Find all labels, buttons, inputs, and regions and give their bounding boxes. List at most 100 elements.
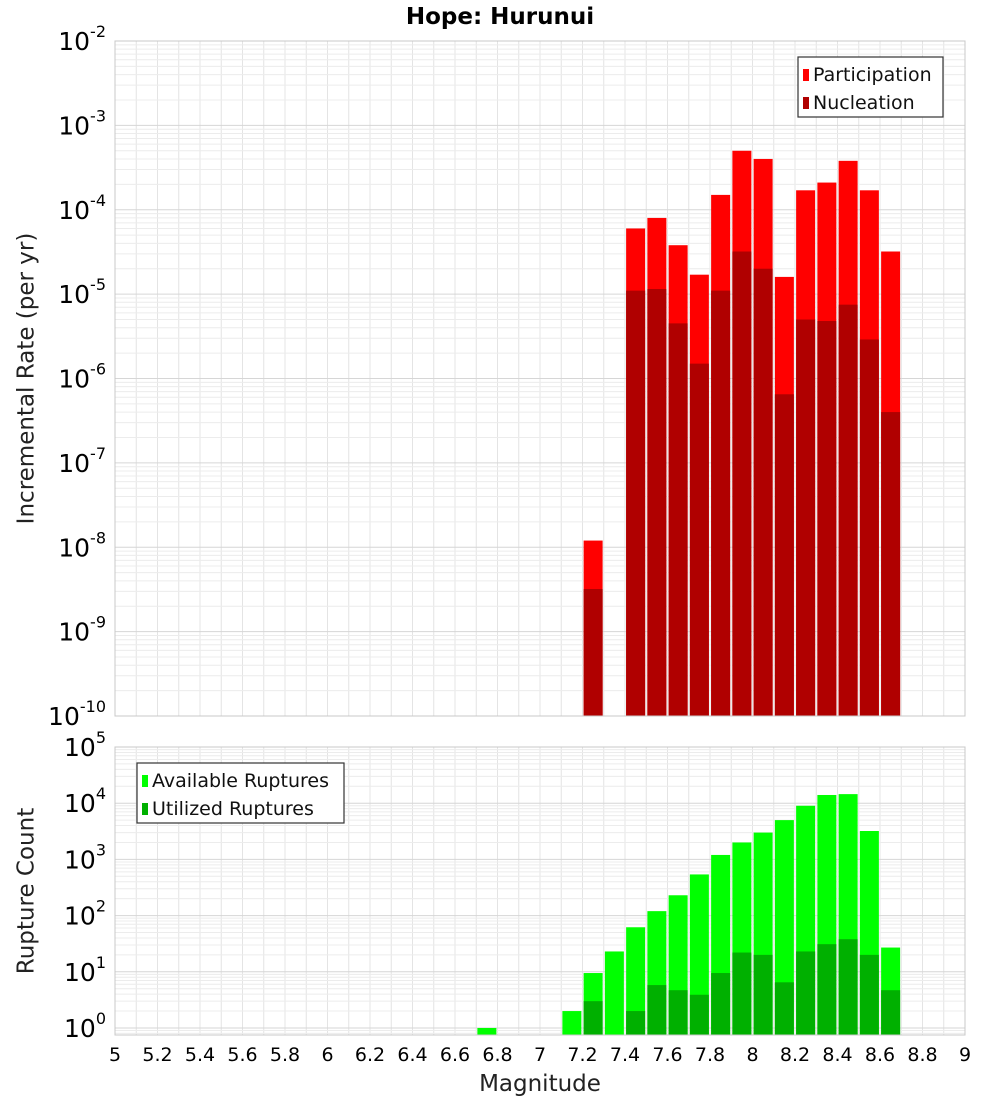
count-available-bar xyxy=(562,1011,582,1035)
y-tick-label: 10-4 xyxy=(58,191,106,225)
y-tick-base: 10 xyxy=(64,958,96,987)
count-utilized-bar xyxy=(668,990,688,1035)
x-tick-label: 7.6 xyxy=(652,1044,682,1066)
count-utilized-bar xyxy=(881,990,901,1035)
count-available-bar xyxy=(774,820,794,1035)
rate-nucleation-bar xyxy=(753,268,773,716)
legend-label: Nucleation xyxy=(813,92,915,114)
count-utilized-bar xyxy=(626,1011,646,1035)
legend-label: Participation xyxy=(813,64,932,86)
y-tick-label: 10-6 xyxy=(58,360,106,394)
plot-frame xyxy=(114,746,966,1036)
count-available-bar xyxy=(626,927,646,1035)
x-axis-label: Magnitude xyxy=(479,1071,601,1097)
y-tick-label: 10-9 xyxy=(58,613,106,647)
x-tick-label: 6.8 xyxy=(482,1044,512,1066)
y-tick-exponent: -5 xyxy=(90,275,106,294)
rate-nucleation-bar xyxy=(817,321,837,716)
x-tick-label: 8.2 xyxy=(780,1044,810,1066)
x-tick-label: 7.2 xyxy=(567,1044,597,1066)
x-tick-label: 7 xyxy=(534,1044,546,1066)
y-tick-label: 101 xyxy=(64,953,106,987)
x-tick-label: 6.2 xyxy=(355,1044,385,1066)
rate-nucleation-bar xyxy=(668,323,688,716)
y-tick-base: 10 xyxy=(58,449,90,478)
y-tick-label: 10-2 xyxy=(58,22,106,56)
y-tick-label: 104 xyxy=(64,784,106,818)
y-axis-label: Rupture Count xyxy=(14,808,40,974)
count-utilized-bar xyxy=(689,994,709,1035)
count-utilized-bar xyxy=(859,954,879,1035)
y-tick-base: 10 xyxy=(48,702,80,731)
y-tick-base: 10 xyxy=(58,196,90,225)
rate-nucleation-bar xyxy=(647,289,667,716)
legend-label: Utilized Ruptures xyxy=(152,798,314,820)
y-tick-exponent: 2 xyxy=(96,897,106,916)
x-tick-label: 7.8 xyxy=(695,1044,725,1066)
rate-nucleation-bar xyxy=(626,290,646,716)
x-tick-label: 6.4 xyxy=(397,1044,427,1066)
y-tick-exponent: -10 xyxy=(80,697,106,716)
y-tick-label: 10-3 xyxy=(58,106,106,140)
x-tick-label: 8.8 xyxy=(907,1044,937,1066)
y-tick-base: 10 xyxy=(64,733,96,762)
y-tick-label: 105 xyxy=(64,728,106,762)
legend-swatch-second xyxy=(803,97,809,109)
x-tick-label: 6.6 xyxy=(440,1044,470,1066)
y-tick-label: 10-5 xyxy=(58,275,106,309)
count-available-bar xyxy=(477,1027,497,1035)
legend-swatch-first xyxy=(142,775,148,787)
y-tick-exponent: 4 xyxy=(96,784,106,803)
x-tick-label: 8.6 xyxy=(865,1044,895,1066)
y-tick-label: 10-8 xyxy=(58,528,106,562)
x-tick-label: 8 xyxy=(746,1044,758,1066)
y-tick-base: 10 xyxy=(64,1014,96,1043)
count-utilized-bar xyxy=(732,952,752,1035)
chart-title: Hope: Hurunui xyxy=(406,4,594,30)
rate-nucleation-bar xyxy=(774,394,794,716)
x-tick-label: 7.4 xyxy=(610,1044,640,1066)
y-tick-label: 10-7 xyxy=(58,444,106,478)
count-utilized-bar xyxy=(817,944,837,1035)
y-tick-exponent: 3 xyxy=(96,840,106,859)
count-utilized-bar xyxy=(583,1001,603,1035)
count-utilized-bar xyxy=(753,954,773,1035)
y-tick-base: 10 xyxy=(58,618,90,647)
count-utilized-bar xyxy=(796,951,816,1035)
y-tick-label: 100 xyxy=(64,1009,106,1043)
count-utilized-bar xyxy=(838,939,858,1035)
x-tick-label: 5.2 xyxy=(142,1044,172,1066)
y-tick-label: 102 xyxy=(64,897,106,931)
count-available-bar xyxy=(604,951,624,1035)
y-tick-exponent: -8 xyxy=(90,528,106,547)
y-tick-base: 10 xyxy=(58,280,90,309)
y-tick-base: 10 xyxy=(58,533,90,562)
rate-nucleation-bar xyxy=(732,251,752,716)
y-tick-exponent: -7 xyxy=(90,444,106,463)
rate-nucleation-bar xyxy=(583,589,603,716)
y-tick-base: 10 xyxy=(64,789,96,818)
y-tick-exponent: 0 xyxy=(96,1009,106,1028)
y-tick-base: 10 xyxy=(58,27,90,56)
legend-box xyxy=(136,762,345,824)
y-axis-label: Incremental Rate (per yr) xyxy=(14,233,40,525)
count-utilized-bar xyxy=(774,982,794,1035)
x-tick-label: 5 xyxy=(109,1044,121,1066)
x-tick-label: 5.8 xyxy=(270,1044,300,1066)
legend-swatch-second xyxy=(142,803,148,815)
x-tick-label: 9 xyxy=(959,1044,971,1066)
count-utilized-bar xyxy=(711,973,731,1035)
y-tick-exponent: -3 xyxy=(90,106,106,125)
x-tick-label: 6 xyxy=(321,1044,333,1066)
rate-nucleation-bar xyxy=(881,412,901,716)
y-tick-label: 103 xyxy=(64,840,106,874)
x-tick-label: 5.6 xyxy=(227,1044,257,1066)
count-utilized-bar xyxy=(647,985,667,1035)
x-tick-label: 8.4 xyxy=(822,1044,852,1066)
legend-label: Available Ruptures xyxy=(152,770,329,792)
y-tick-exponent: -9 xyxy=(90,613,106,632)
y-tick-label: 10-10 xyxy=(48,697,106,731)
y-tick-exponent: -6 xyxy=(90,360,106,379)
